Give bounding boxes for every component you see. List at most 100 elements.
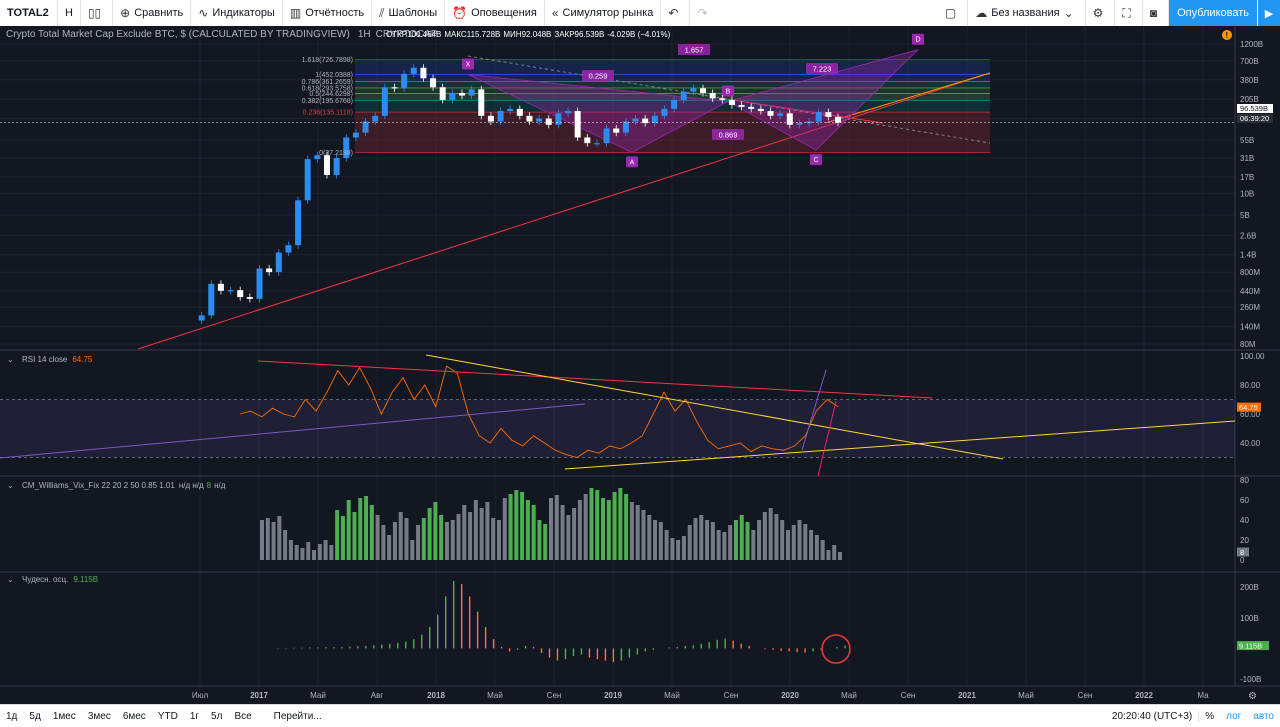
candle-body-23 bbox=[410, 67, 417, 74]
vix-bar-19 bbox=[369, 505, 374, 560]
time-axis[interactable]: Июл 2017 Май Авг 2018 Май Сен 2019 Май Сен 2020 Май… bbox=[192, 691, 1209, 700]
financials-label: Отчётность bbox=[305, 7, 365, 19]
chart-type-button[interactable]: ▯▯ bbox=[81, 0, 114, 26]
x-tick-1: 2017 bbox=[250, 691, 268, 700]
range-button-0[interactable]: 1д bbox=[6, 710, 18, 722]
vix-bar-58 bbox=[595, 490, 600, 560]
financials-button[interactable]: ▥ Отчётность bbox=[283, 0, 373, 26]
ohlc-open: ОТКР100.464B bbox=[386, 30, 441, 39]
candle-body-46 bbox=[632, 118, 639, 122]
layout-name-button[interactable]: ☁ Без названия ⌄ bbox=[968, 0, 1086, 26]
candle-body-21 bbox=[391, 87, 398, 89]
candle-body-65 bbox=[815, 112, 822, 122]
redo-button[interactable]: ↷ bbox=[690, 0, 718, 26]
symbol-search[interactable]: TOTAL2 bbox=[0, 0, 58, 26]
vix-bar-26 bbox=[410, 540, 415, 560]
publish-button[interactable]: Опубликовать bbox=[1169, 0, 1257, 26]
candle-body-33 bbox=[507, 108, 514, 112]
price-tick-9: 5B bbox=[1240, 211, 1250, 220]
fullscreen-button[interactable]: ⛶ bbox=[1115, 0, 1143, 26]
indicators-button[interactable]: ∿ Индикаторы bbox=[191, 0, 283, 26]
percent-toggle[interactable]: % bbox=[1198, 710, 1220, 722]
play-button[interactable]: ▶ bbox=[1257, 0, 1280, 26]
vix-bar-52 bbox=[560, 505, 565, 560]
clock-readout: 20:20:40 (UTC+3) bbox=[1111, 710, 1193, 722]
log-toggle[interactable]: лог bbox=[1226, 710, 1242, 722]
candle-body-59 bbox=[757, 108, 764, 112]
candle-body-4 bbox=[227, 290, 234, 292]
vix-bar-64 bbox=[629, 502, 634, 560]
vix-bar-68 bbox=[653, 520, 658, 560]
vix-bar-4 bbox=[283, 530, 288, 560]
vix-bar-67 bbox=[647, 515, 652, 560]
camera-icon: ◙ bbox=[1149, 6, 1158, 20]
harmonic-pattern: X A B C D 1.657 0.259 7.223 0.869 bbox=[462, 33, 924, 168]
interval-button[interactable]: Н bbox=[58, 0, 81, 26]
ao-title: Чудесн. осц. 9.115B bbox=[22, 575, 98, 584]
vix-bar-29 bbox=[427, 508, 432, 560]
harmonic-point-A bbox=[626, 156, 638, 168]
vix-collapse-icon[interactable]: ⌄ bbox=[7, 481, 14, 490]
candle-body-10 bbox=[285, 245, 292, 253]
candle-body-44 bbox=[613, 128, 620, 133]
rsi-collapse-icon[interactable]: ⌄ bbox=[7, 355, 14, 364]
candle-body-25 bbox=[430, 78, 437, 88]
vix-bar-69 bbox=[658, 522, 663, 560]
vix-bar-88 bbox=[768, 508, 773, 560]
snapshot-button[interactable]: ◙ bbox=[1143, 0, 1170, 26]
vix-bar-28 bbox=[421, 518, 426, 560]
ao-current: 9.115B bbox=[73, 575, 98, 584]
fib-zone-4 bbox=[355, 93, 990, 101]
x-tick-9: Сен bbox=[724, 691, 739, 700]
candle-body-67 bbox=[835, 116, 841, 123]
vix-bar-80 bbox=[722, 532, 727, 560]
auto-toggle[interactable]: авто bbox=[1253, 710, 1274, 722]
vix-bar-74 bbox=[687, 525, 692, 560]
candle-body-20 bbox=[381, 87, 388, 116]
compare-button[interactable]: ⊕ Сравнить bbox=[113, 0, 192, 26]
vix-bar-21 bbox=[381, 525, 386, 560]
range-button-7[interactable]: 5л bbox=[211, 710, 223, 722]
ao-collapse-icon[interactable]: ⌄ bbox=[7, 575, 14, 584]
vix-bar-24 bbox=[398, 512, 403, 560]
harmonic-ratio-box-1 bbox=[582, 70, 614, 81]
range-button-6[interactable]: 1г bbox=[189, 710, 200, 722]
chart-canvas[interactable]: X A B C D 1.657 0.259 7.223 0.869 1.618(726.7898… bbox=[0, 26, 1280, 704]
vix-bar-95 bbox=[809, 530, 814, 560]
vix-bar-8 bbox=[306, 542, 311, 560]
fib-label-4: 0.5(244.6298) bbox=[309, 91, 353, 98]
candle-body-56 bbox=[728, 99, 735, 105]
vix-bar-9 bbox=[312, 550, 317, 560]
harmonic-ratio-0: 1.657 bbox=[685, 46, 704, 55]
undo-button[interactable]: ↶ bbox=[661, 0, 691, 26]
axis-settings-icon[interactable]: ⚙ bbox=[1248, 691, 1257, 702]
range-button-5[interactable]: YTD bbox=[157, 710, 178, 722]
range-button-2[interactable]: 1мес bbox=[52, 710, 76, 722]
warning-icon[interactable] bbox=[1222, 30, 1232, 40]
range-button-1[interactable]: 5д bbox=[29, 710, 41, 722]
price-axis[interactable]: 1200B700B380B205B110B55B31B17B10B5B2.6B1… bbox=[1240, 40, 1263, 349]
play-icon: ▶ bbox=[1264, 7, 1274, 20]
candle-body-27 bbox=[449, 92, 456, 100]
range-button-8[interactable]: Все bbox=[234, 710, 252, 722]
range-button-4[interactable]: 6мес bbox=[122, 710, 146, 722]
vix-bar-53 bbox=[566, 515, 571, 560]
price-tick-10: 2.6B bbox=[1240, 231, 1256, 240]
vix-bar-35 bbox=[462, 505, 467, 560]
candle-body-28 bbox=[458, 92, 465, 96]
layout-toggle-button[interactable]: ▢ bbox=[938, 0, 969, 26]
vix-bar-18 bbox=[364, 496, 369, 560]
templates-button[interactable]: ⫽ Шаблоны bbox=[372, 0, 446, 26]
replay-button[interactable]: «Симулятор рынка bbox=[545, 0, 662, 26]
fib-label-7: 0(37.2138) bbox=[319, 150, 353, 157]
goto-button[interactable]: Перейти... bbox=[273, 710, 322, 722]
alerts-button[interactable]: ⏰ Оповещения bbox=[445, 0, 545, 26]
settings-button[interactable]: ⚙ bbox=[1086, 0, 1116, 26]
price-tick-1: 700B bbox=[1240, 57, 1259, 66]
countdown-label: 06:39:20 bbox=[1240, 114, 1269, 123]
candle-body-8 bbox=[266, 268, 273, 273]
vix-bar-63 bbox=[624, 494, 629, 560]
vix-bar-39 bbox=[485, 502, 490, 560]
vix-title-num: 8 bbox=[207, 481, 212, 490]
range-button-3[interactable]: 3мес bbox=[87, 710, 111, 722]
